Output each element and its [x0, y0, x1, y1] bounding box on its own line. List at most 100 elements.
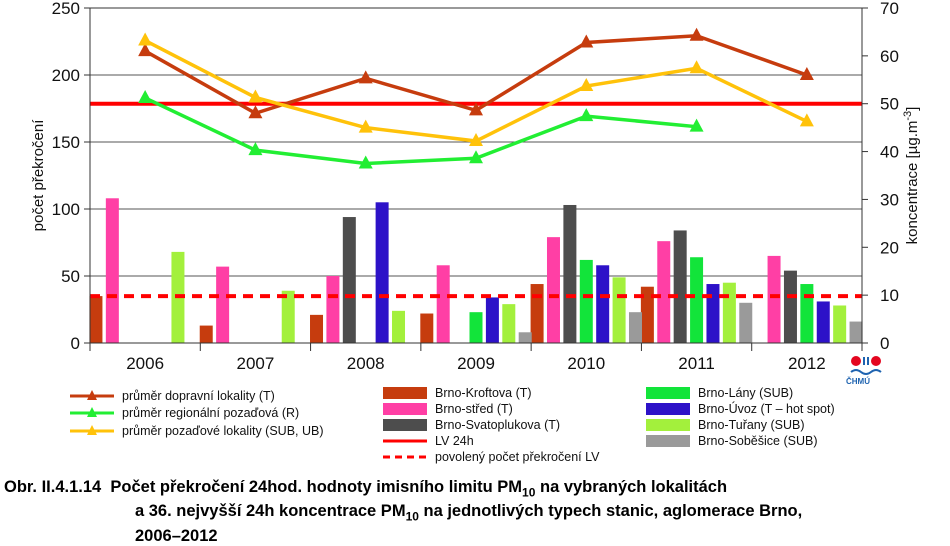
bar — [579, 259, 593, 343]
legend-swatch — [383, 387, 427, 399]
bar — [518, 332, 532, 343]
bar — [596, 265, 610, 343]
caption-line2: a 36. nejvyšší 24h koncentrace PM — [135, 502, 406, 521]
y-right-tick-label: 60 — [880, 47, 899, 66]
legend-label: průměr pozaďové lokality (SUB, UB) — [122, 424, 324, 438]
caption-sub2: 10 — [405, 509, 419, 524]
bar — [420, 313, 434, 343]
plot-frame — [89, 7, 863, 344]
legend-swatch — [383, 403, 427, 415]
legend-marker — [87, 425, 97, 435]
chmu-logo-text: ČHMÚ — [846, 377, 870, 386]
line-point — [469, 150, 483, 164]
line-point — [358, 155, 373, 169]
line-point — [799, 113, 814, 127]
bar — [722, 282, 736, 343]
y-right-tick-label: 10 — [880, 286, 899, 305]
y-right-tick-label: 70 — [880, 0, 899, 18]
bar — [612, 277, 626, 343]
legend-swatch — [646, 435, 690, 447]
legend-label: Brno-Kroftova (T) — [435, 386, 532, 400]
legend-swatch — [383, 419, 427, 431]
chmu-logo — [848, 354, 888, 394]
legend-label: Brno-Lány (SUB) — [698, 386, 793, 400]
bar — [392, 310, 406, 343]
line-point — [358, 119, 373, 133]
bar — [89, 296, 103, 343]
bar — [706, 284, 720, 343]
bar — [502, 304, 516, 343]
legend-marker — [87, 407, 97, 417]
grid — [90, 7, 862, 344]
caption-prefix: Obr. II.4.1.14 — [4, 478, 102, 496]
bar — [436, 265, 450, 343]
line-point — [579, 34, 594, 48]
bar — [530, 284, 544, 343]
bar — [342, 217, 356, 343]
line-point — [799, 67, 814, 80]
legend-label: průměr dopravní lokality (T) — [122, 389, 275, 403]
legend-label: Brno-Úvoz (T – hot spot) — [698, 401, 835, 416]
legend-swatch — [646, 403, 690, 415]
line-point — [689, 60, 704, 74]
x-tick-label: 2009 — [457, 354, 495, 373]
legend-swatch — [646, 387, 690, 399]
bar — [628, 312, 642, 343]
line-point — [138, 43, 153, 57]
bar — [800, 284, 814, 343]
bar — [546, 237, 560, 343]
series-line — [144, 38, 808, 143]
bar — [816, 301, 830, 343]
legend-label: LV 24h — [435, 434, 474, 448]
caption-line1: Počet překročení 24hod. hodnoty imisního… — [110, 478, 523, 496]
line-series — [138, 27, 814, 169]
x-tick-label: 2010 — [567, 354, 605, 373]
bar — [849, 321, 863, 343]
reference-lines — [90, 101, 862, 299]
x-tick-label: 2006 — [126, 354, 164, 373]
bar — [640, 286, 654, 343]
x-tick-label: 2007 — [237, 354, 275, 373]
bar — [783, 270, 797, 343]
line-point — [689, 27, 704, 41]
bar — [657, 241, 671, 343]
figure-caption: Obr. II.4.1.14 Počet překročení 24hod. h… — [4, 478, 948, 546]
line-point — [579, 78, 594, 92]
axes: 0 50 100 150 200 250 0 10 20 30 40 50 60 70 2006 2007 20… — [30, 0, 921, 373]
bar — [216, 266, 230, 343]
y-right-tick-label: 0 — [880, 334, 889, 353]
legend-label: průměr regionální pozaďová (R) — [122, 406, 299, 420]
legend-label: Brno-střed (T) — [435, 402, 513, 416]
legend-label: Brno-Svatoplukova (T) — [435, 418, 560, 432]
y-left-tick-label: 150 — [52, 133, 80, 152]
bar — [833, 305, 847, 343]
legend: průměr dopravní lokality (T) průměr regio… — [70, 386, 835, 464]
line-point — [138, 32, 153, 46]
y-right-axis-title: koncentrace [µg.m-3] — [902, 107, 921, 245]
line-point — [469, 102, 483, 116]
x-tick-label: 2011 — [678, 354, 715, 373]
y-right-tick-label: 20 — [880, 238, 899, 257]
caption-line3: 2006–2012 — [135, 526, 218, 545]
bar — [469, 312, 483, 343]
y-right-tick-label: 50 — [880, 95, 899, 114]
x-tick-label: 2008 — [347, 354, 385, 373]
line-point — [358, 70, 373, 84]
line-point — [248, 105, 263, 119]
bar — [485, 297, 499, 343]
legend-label: povolený počet překročení LV — [435, 450, 600, 464]
bar — [690, 257, 704, 343]
bar — [105, 198, 119, 343]
legend-label: Brno-Tuřany (SUB) — [698, 418, 805, 432]
y-left-axis-title: počet překročení — [30, 119, 47, 232]
caption-line1-end: na vybraných lokalitách — [535, 478, 728, 496]
bar — [563, 204, 577, 343]
x-tick-label: 2012 — [788, 354, 826, 373]
y-left-tick-label: 100 — [52, 200, 80, 219]
legend-swatch — [646, 419, 690, 431]
line-point — [689, 118, 704, 132]
bar — [326, 276, 340, 343]
bars — [89, 198, 863, 343]
y-right-tick-label: 40 — [880, 143, 899, 162]
y-left-tick-label: 0 — [71, 334, 80, 353]
